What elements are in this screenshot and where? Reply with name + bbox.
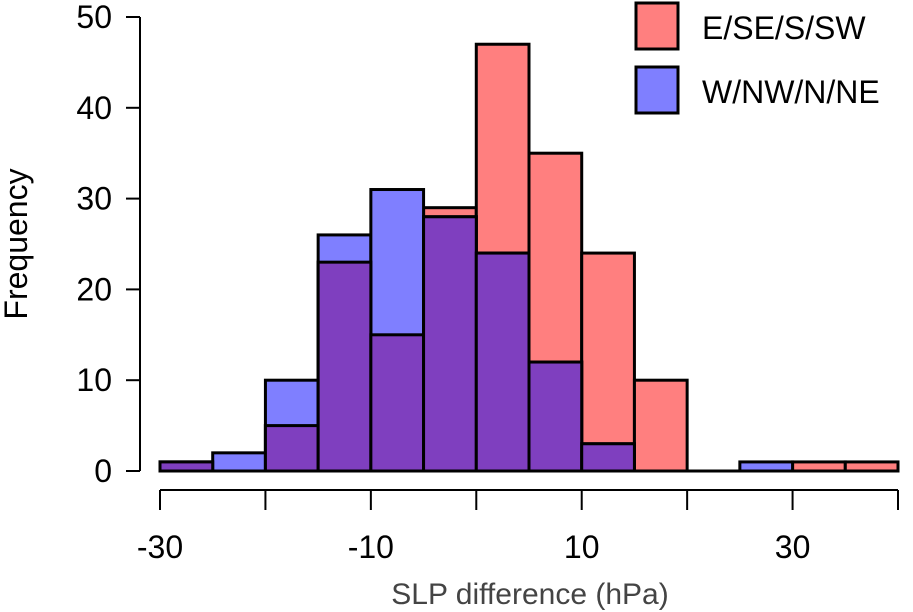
bar-w-nw-n-ne bbox=[211, 451, 267, 473]
bar-overlap bbox=[263, 424, 320, 473]
bar-e-se-s-sw bbox=[632, 378, 689, 473]
x-tick-label: -30 bbox=[137, 529, 183, 565]
bar-overlap bbox=[474, 251, 531, 473]
y-tick-label: 40 bbox=[76, 90, 112, 126]
y-axis: 0 10 20 30 40 50 bbox=[76, 0, 141, 489]
bar-overlap bbox=[580, 442, 636, 473]
y-tick-label: 50 bbox=[76, 0, 112, 35]
bars-layer bbox=[158, 42, 900, 473]
legend-swatch bbox=[634, 65, 680, 115]
bar-overlap bbox=[527, 360, 584, 473]
legend-swatch bbox=[634, 1, 680, 51]
legend-label: W/NW/N/NE bbox=[702, 74, 880, 110]
x-tick-label: 30 bbox=[775, 529, 811, 565]
bar-e-se-s-sw bbox=[580, 251, 636, 473]
x-tick-label: -10 bbox=[348, 529, 394, 565]
y-axis-label: Frequency bbox=[0, 168, 34, 319]
x-axis: -30 -10 10 30 bbox=[137, 489, 899, 565]
x-tick-label: 10 bbox=[564, 529, 600, 565]
y-tick-label: 20 bbox=[76, 271, 112, 307]
y-tick-label: 0 bbox=[94, 453, 112, 489]
bar-overlap bbox=[316, 260, 373, 473]
x-axis-label: SLP difference (hPa) bbox=[391, 578, 668, 611]
y-tick-label: 30 bbox=[76, 181, 112, 217]
bar-overlap bbox=[422, 215, 478, 473]
legend-label: E/SE/S/SW bbox=[702, 10, 866, 46]
legend: E/SE/S/SW W/NW/N/NE bbox=[634, 1, 880, 115]
bar-overlap bbox=[369, 333, 426, 473]
y-tick-label: 10 bbox=[76, 362, 112, 398]
